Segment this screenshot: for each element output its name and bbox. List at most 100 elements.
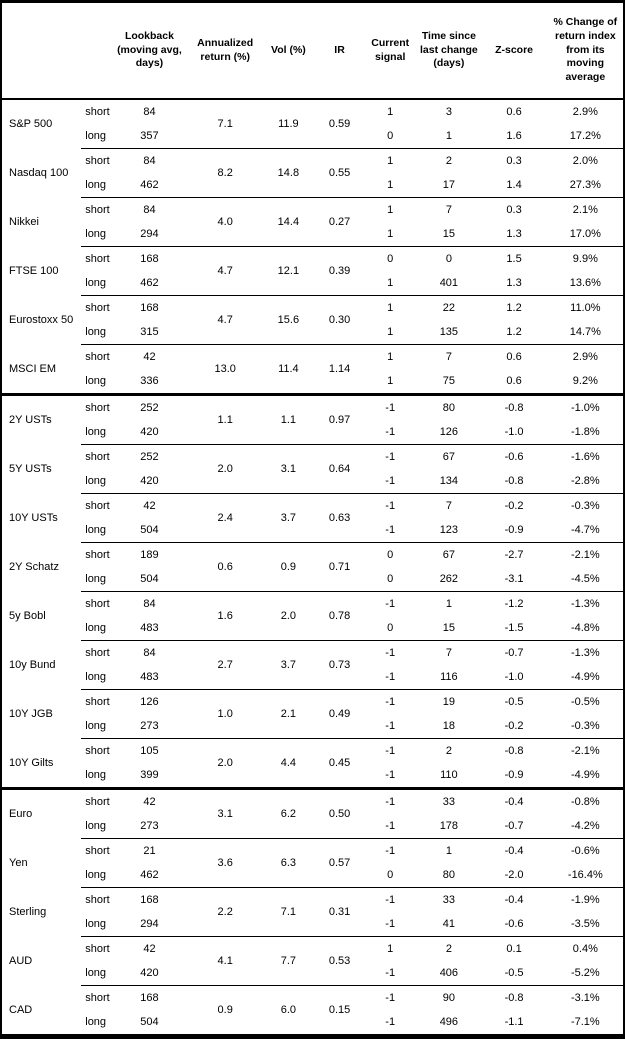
row-10y-usts-short: 10Y USTs short 42 2.4 3.7 0.63 -1 7 -0.2 -0.3% (1, 493, 624, 543)
row-msci-em-short: MSCI EM short 42 13.0 11.4 1.14 1 7 0.6 2.9% (1, 344, 624, 396)
leg-label-cell: short (85, 302, 110, 314)
row-yen-short: Yen short 21 3.6 6.3 0.57 -1 1 -0.4 -0.6% (1, 838, 624, 888)
time-since-cell: 3 (445, 106, 452, 118)
time-since-cell: 496 (439, 1016, 459, 1028)
annualized-return-cell: 4.7 (189, 295, 261, 345)
lookback-cell: 462 (109, 271, 190, 296)
pct-change-cell: -1.8% (547, 420, 624, 445)
ir-cell: 0.64 (315, 444, 364, 494)
row-nikkei-short: Nikkei short 84 4.0 14.4 0.27 1 7 0.3 2.1% (1, 197, 624, 247)
time-since-cell: 1 (445, 598, 452, 610)
pct-change-cell: -1.6% (570, 451, 600, 463)
signal-cell: 0 (363, 124, 418, 149)
asset-name-cell: 10y Bund (9, 659, 56, 671)
z-score-cell: -1.0 (480, 665, 548, 690)
lookback-cell: 42 (143, 351, 156, 363)
signal-cell: -1 (363, 763, 418, 790)
asset-name-cell: 10Y Gilts (1, 738, 82, 790)
leg-label-cell: long (81, 518, 110, 543)
row-eurostoxx-50-short: Eurostoxx 50 short 168 4.7 15.6 0.30 1 22 1.2 11.… (1, 295, 624, 345)
leg-label-cell: long (81, 863, 110, 888)
col-header-ir: IR (315, 1, 364, 100)
annualized-return-cell: 8.2 (189, 148, 261, 198)
row-nasdaq-100-long: long 462 1 17 1.4 27.3% (1, 173, 624, 198)
leg-label-cell: long (81, 665, 110, 690)
signal-cell: 1 (387, 106, 394, 118)
annualized-return-cell: 1.1 (189, 394, 261, 445)
leg-label-cell: long (81, 320, 110, 345)
signal-cell: -1 (385, 402, 396, 414)
pct-change-cell: 2.0% (572, 155, 598, 167)
leg-label-cell: short (85, 745, 110, 757)
lookback-cell: 462 (109, 863, 190, 888)
vol-cell: 3.7 (260, 493, 316, 543)
z-score-cell: -0.4 (504, 845, 524, 857)
row-s-p-500-short: S&P 500 short 84 7.1 11.9 0.59 1 3 0.6 2.9% (1, 99, 624, 149)
row-5y-usts-short: 5Y USTs short 252 2.0 3.1 0.64 -1 67 -0.6 -1.6% (1, 444, 624, 494)
ir-cell: 0.53 (315, 936, 364, 986)
time-since-cell: 110 (417, 763, 481, 790)
lookback-cell: 84 (143, 647, 156, 659)
signal-cell: 1 (363, 320, 418, 345)
vol-cell: 3.1 (260, 444, 316, 494)
lookback-cell: 483 (109, 616, 190, 641)
z-score-cell: -2.7 (504, 549, 524, 561)
vol-cell: 1.1 (260, 394, 316, 445)
leg-label-cell: long (81, 420, 110, 445)
time-since-cell: 7 (445, 500, 452, 512)
vol-cell: 4.4 (260, 738, 316, 790)
col-header-z-score: Z-score (480, 1, 548, 100)
leg-label-cell: short (85, 845, 110, 857)
signal-cell: -1 (385, 845, 396, 857)
lookback-cell: 42 (143, 500, 156, 512)
z-score-cell: -0.7 (480, 814, 548, 839)
pct-change-cell: -0.3% (547, 714, 624, 739)
asset-name-cell: Eurostoxx 50 (9, 314, 74, 326)
vol-cell: 15.6 (260, 295, 316, 345)
col-header-asset (1, 1, 82, 100)
asset-name-cell: Nasdaq 100 (9, 167, 69, 179)
time-since-cell: 17 (417, 173, 481, 198)
col-header-annualized-return: Annualized return (%) (189, 1, 261, 100)
leg-label-cell: long (81, 714, 110, 739)
ir-cell: 0.39 (315, 246, 364, 296)
ir-cell: 0.57 (315, 838, 364, 888)
z-score-cell: 1.2 (506, 302, 522, 314)
annualized-return-cell: 4.0 (189, 197, 261, 247)
vol-cell: 7.7 (260, 936, 316, 986)
leg-label-cell: short (85, 796, 110, 808)
lookback-cell: 504 (109, 518, 190, 543)
ir-cell: 0.45 (315, 738, 364, 790)
leg-label-cell: long (81, 616, 110, 641)
time-since-cell: 19 (442, 696, 455, 708)
vol-cell: 14.4 (260, 197, 316, 247)
leg-label-cell: short (85, 253, 110, 265)
annualized-return-cell: 4.1 (189, 936, 261, 986)
z-score-cell: -0.2 (480, 714, 548, 739)
vol-cell: 2.0 (260, 591, 316, 641)
row-5y-usts-long: long 420 -1 134 -0.8 -2.8% (1, 469, 624, 494)
signal-cell: 0 (363, 616, 418, 641)
vol-cell: 7.1 (260, 887, 316, 937)
lookback-cell: 189 (140, 549, 159, 561)
leg-label-cell: long (81, 961, 110, 986)
pct-change-header-text: % Change of return index from its moving… (553, 15, 618, 84)
ir-cell: 0.15 (328, 1004, 351, 1016)
signal-cell: -1 (363, 961, 418, 986)
lookback-cell: 273 (109, 814, 190, 839)
leg-label-cell: long (81, 469, 110, 494)
pct-change-cell: 0.4% (572, 943, 598, 955)
lookback-cell: 84 (143, 204, 156, 216)
time-since-cell: 90 (442, 992, 455, 1004)
leg-label-cell: short (85, 155, 110, 167)
leg-label-cell: long (81, 173, 110, 198)
leg-label-cell: short (85, 943, 110, 955)
leg-label-cell: short (85, 647, 110, 659)
row-2y-usts-short: 2Y USTs short 252 1.1 1.1 0.97 -1 80 -0.8 -1.0% (1, 394, 624, 445)
leg-label-cell: short (85, 992, 110, 1004)
row-aud-short: AUD short 42 4.1 7.7 0.53 1 2 0.1 0.4% (1, 936, 624, 986)
annualized-return-cell: 13.0 (189, 344, 261, 396)
vol-cell: 11.9 (260, 99, 316, 149)
lookback-cell: 105 (140, 745, 159, 757)
